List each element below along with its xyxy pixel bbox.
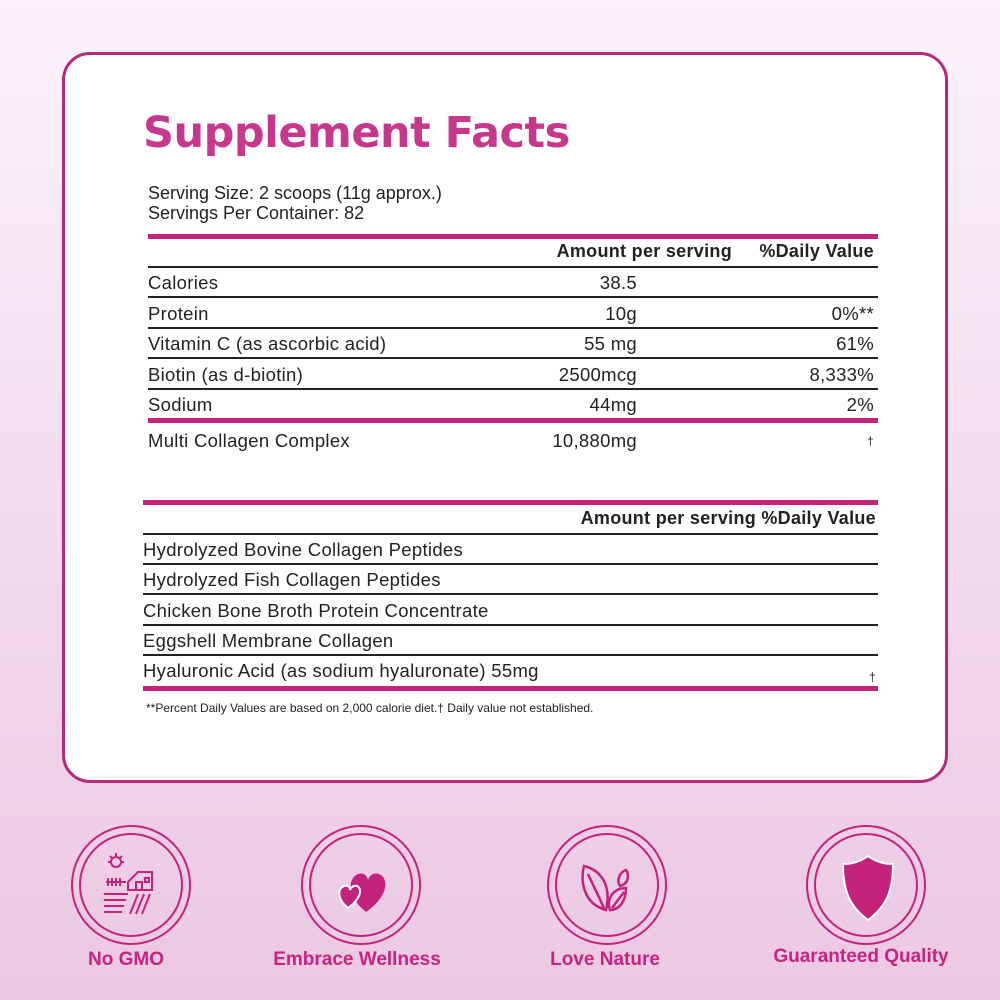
- divider: [148, 296, 878, 298]
- divider: [143, 500, 878, 505]
- divider: [143, 623, 878, 626]
- header-dv: %Daily Value: [759, 241, 874, 261]
- table2-header: Amount per serving %Daily Value: [143, 507, 878, 529]
- nutrient-dv: †: [867, 434, 874, 448]
- nutrient-name: Sodium: [148, 394, 213, 415]
- badge-label-love-nature: Love Nature: [550, 949, 660, 970]
- divider: [148, 326, 878, 329]
- ingredient-name: Eggshell Membrane Collagen: [143, 629, 394, 651]
- table-row: Biotin (as d-biotin) 2500mcg 8,333%: [148, 364, 878, 386]
- nutrient-dv: 61%: [836, 333, 874, 354]
- nutrient-name: Calories: [148, 272, 219, 293]
- table-row: Sodium 44mg 2%: [148, 394, 878, 416]
- divider: [143, 533, 878, 535]
- table-row: Protein 10g 0%**: [148, 303, 878, 325]
- nutrient-dv: 0%**: [831, 302, 874, 324]
- footnote: **Percent Daily Values are based on 2,00…: [146, 701, 594, 715]
- nutrient-amount: 44mg: [589, 394, 637, 415]
- divider: [143, 593, 878, 596]
- divider: [148, 266, 878, 268]
- table-row: Vitamin C (as ascorbic acid) 55 mg 61%: [148, 333, 878, 355]
- ingredient-name: Hydrolyzed Fish Collagen Peptides: [143, 569, 441, 591]
- divider: [143, 653, 878, 656]
- nutrient-amount: 55 mg: [584, 333, 637, 354]
- serving-size: Serving Size: 2 scoops (11g approx.): [148, 183, 442, 203]
- nutrient-name: Multi Collagen Complex: [148, 430, 350, 451]
- hearts-icon: [338, 873, 386, 912]
- no-gmo-badge: [71, 825, 191, 945]
- page-title: Supplement Facts: [143, 108, 570, 158]
- love-nature-badge: [547, 825, 667, 945]
- divider: [148, 418, 878, 423]
- farm-icon: [104, 853, 153, 915]
- nutrient-name: Protein: [148, 302, 209, 324]
- nutrient-amount: 2500mcg: [558, 363, 637, 385]
- nutrient-name: Vitamin C (as ascorbic acid): [148, 333, 387, 354]
- leaves-icon: [581, 864, 630, 912]
- divider: [148, 357, 878, 359]
- badge-label-guaranteed-quality: Guaranteed Quality: [773, 946, 949, 967]
- ingredient-name: Hydrolyzed Bovine Collagen Peptides: [143, 539, 464, 560]
- ingredient-amount: 55mg: [491, 660, 539, 682]
- badge-label-embrace-wellness: Embrace Wellness: [273, 949, 441, 970]
- table-row: Hydrolyzed Bovine Collagen Peptides: [143, 539, 878, 561]
- badge-label-no-gmo: No GMO: [88, 949, 164, 970]
- divider: [148, 387, 878, 390]
- header-amount: Amount per serving: [556, 241, 732, 261]
- table-row: Eggshell Membrane Collagen: [143, 630, 878, 652]
- servings-per-container: Servings Per Container: 82: [148, 203, 365, 223]
- nutrient-amount: 38.5: [599, 272, 637, 293]
- nutrient-dv: 8,333%: [809, 363, 874, 385]
- divider: [143, 563, 878, 565]
- table-row-complex: Multi Collagen Complex 10,880mg †: [148, 430, 878, 452]
- divider: [148, 234, 878, 239]
- ingredient-name: Chicken Bone Broth Protein Concentrate: [143, 599, 489, 621]
- table1-header: Amount per serving %Daily Value: [148, 240, 878, 262]
- nutrient-amount: 10g: [605, 302, 637, 324]
- nutrient-name: Biotin (as d-biotin): [148, 363, 304, 385]
- supplement-facts-card: [62, 52, 948, 783]
- table-row: Chicken Bone Broth Protein Concentrate: [143, 600, 878, 622]
- nutrient-dv: 2%: [846, 394, 874, 415]
- divider: [143, 686, 878, 691]
- ingredient-dv: †: [869, 670, 876, 685]
- nutrient-amount: 10,880mg: [552, 430, 637, 451]
- shield-icon: [841, 854, 895, 922]
- guaranteed-quality-badge: [806, 825, 926, 945]
- ingredient-name: Hyaluronic Acid (as sodium hyaluronate): [143, 660, 486, 682]
- table-row: Hydrolyzed Fish Collagen Peptides: [143, 569, 878, 591]
- header-amount-dv: Amount per serving %Daily Value: [580, 508, 876, 528]
- embrace-wellness-badge: [301, 825, 421, 945]
- table-row: Hyaluronic Acid (as sodium hyaluronate) …: [143, 660, 878, 684]
- table-row: Calories 38.5: [148, 272, 878, 294]
